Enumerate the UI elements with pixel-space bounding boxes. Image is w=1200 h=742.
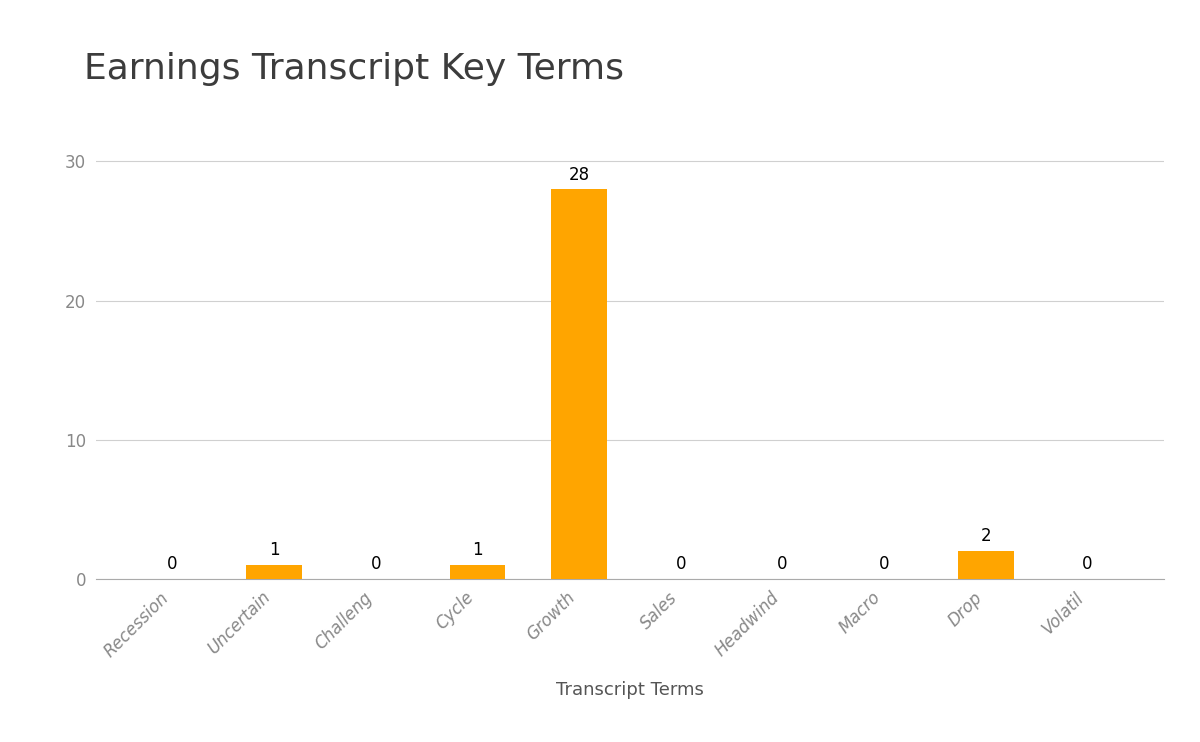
- Text: Earnings Transcript Key Terms: Earnings Transcript Key Terms: [84, 52, 624, 86]
- Text: 0: 0: [371, 555, 382, 573]
- Bar: [450, 565, 505, 579]
- Text: 0: 0: [167, 555, 178, 573]
- Text: 0: 0: [676, 555, 686, 573]
- Text: 2: 2: [980, 528, 991, 545]
- Text: 0: 0: [778, 555, 787, 573]
- Text: 28: 28: [569, 165, 589, 184]
- Text: 1: 1: [472, 541, 482, 559]
- X-axis label: Transcript Terms: Transcript Terms: [556, 681, 704, 699]
- Text: 0: 0: [1082, 555, 1093, 573]
- Bar: [246, 565, 302, 579]
- Bar: [958, 551, 1014, 579]
- Text: 1: 1: [269, 541, 280, 559]
- Text: 0: 0: [878, 555, 889, 573]
- Bar: [551, 189, 607, 579]
